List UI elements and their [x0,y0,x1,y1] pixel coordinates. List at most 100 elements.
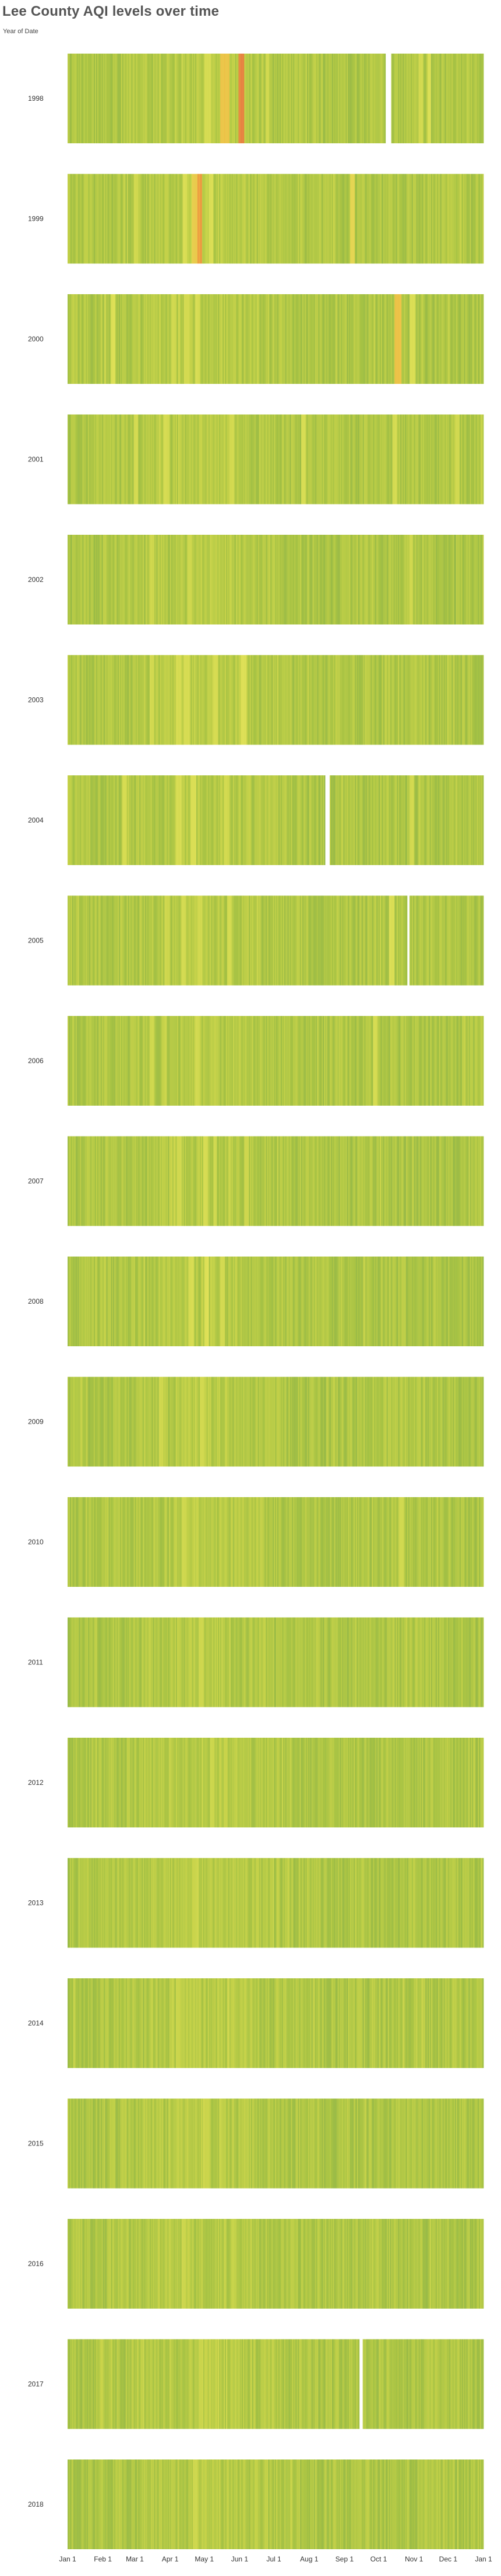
day-cell [359,414,361,504]
day-cell [373,1016,375,1106]
day-cell [315,294,316,384]
day-cell [224,1257,227,1346]
day-cell [97,1016,99,1106]
day-cell [482,655,484,745]
day-cell [470,895,471,986]
day-cell [434,414,436,504]
day-cell [357,775,359,865]
day-cell [335,294,337,384]
day-cell [324,1016,326,1106]
day-cell [158,655,160,745]
day-cell [328,54,330,143]
day-cell [433,414,435,504]
day-cell [239,1136,241,1226]
day-cell [435,535,438,624]
day-cell [393,1257,395,1346]
day-cell [379,174,382,264]
day-cell [230,174,232,264]
day-cell [182,655,184,745]
day-cell [130,414,132,504]
day-cell [148,294,150,384]
day-cell [301,1136,303,1226]
day-cell [273,535,274,624]
day-cell [173,655,175,745]
day-cell [98,655,100,745]
day-cell [419,535,421,624]
day-cell [156,535,158,624]
day-cell [185,1497,186,1587]
day-cell [150,1136,153,1226]
day-cell [444,414,446,504]
day-cell [160,1257,161,1346]
day-cell [91,54,93,143]
day-cell [118,1377,119,1467]
day-cell [361,174,363,264]
day-cell [181,775,183,865]
day-cell [70,1497,73,1587]
day-cell [376,174,378,264]
day-cell [285,414,287,504]
day-cell [108,1136,110,1226]
day-cell [68,1016,70,1106]
day-cell [158,895,160,986]
day-cell [412,775,415,865]
day-cell [422,1257,424,1346]
day-cell [377,174,379,264]
day-cell [219,1497,221,1587]
day-cell [73,1617,75,1707]
day-cell [86,294,87,384]
day-cell [135,1617,136,1707]
day-cell [121,1617,123,1707]
day-cell [84,775,86,865]
day-cell [263,1617,265,1707]
day-cell [345,775,347,865]
day-cell [227,655,229,745]
day-cell [175,1257,178,1346]
day-cell [90,895,92,986]
day-cell [206,1617,208,1707]
day-cell [273,414,274,504]
day-cell [196,1617,198,1707]
day-cell [366,1497,368,1587]
day-cell [112,1257,114,1346]
day-cell [68,1257,70,1346]
day-cell [331,1617,334,1707]
day-cell [87,775,89,865]
day-cell [93,655,96,745]
day-cell [309,1257,311,1346]
day-cell [146,1136,148,1226]
day-cell [279,1497,281,1587]
day-cell [373,294,375,384]
day-cell [223,414,224,504]
day-cell [145,174,147,264]
day-cell [355,1377,358,1467]
day-cell [113,895,115,986]
day-cell [161,1497,163,1587]
day-cell [416,655,418,745]
year-label-2001: 2001 [28,456,44,464]
day-cell [117,1257,118,1346]
day-cell [345,1136,347,1226]
day-cell [255,54,257,143]
day-cell [301,1016,303,1106]
day-cell [250,1377,253,1467]
day-cell [379,775,382,865]
day-cell [200,414,203,504]
day-cell [72,174,74,264]
day-cell [475,294,477,384]
day-cell [456,1497,458,1587]
day-cell [324,1497,326,1587]
day-cell [190,1016,192,1106]
day-cell [132,1257,134,1346]
day-cell [180,1257,182,1346]
day-cell [309,174,311,264]
day-cell [182,1136,184,1226]
day-cell [475,414,477,504]
day-cell [333,1136,335,1226]
day-cell [444,1377,446,1467]
day-cell [302,895,304,986]
day-cell [277,54,279,143]
day-cell [299,655,301,745]
day-cell [143,1016,144,1106]
day-cell [68,895,69,986]
